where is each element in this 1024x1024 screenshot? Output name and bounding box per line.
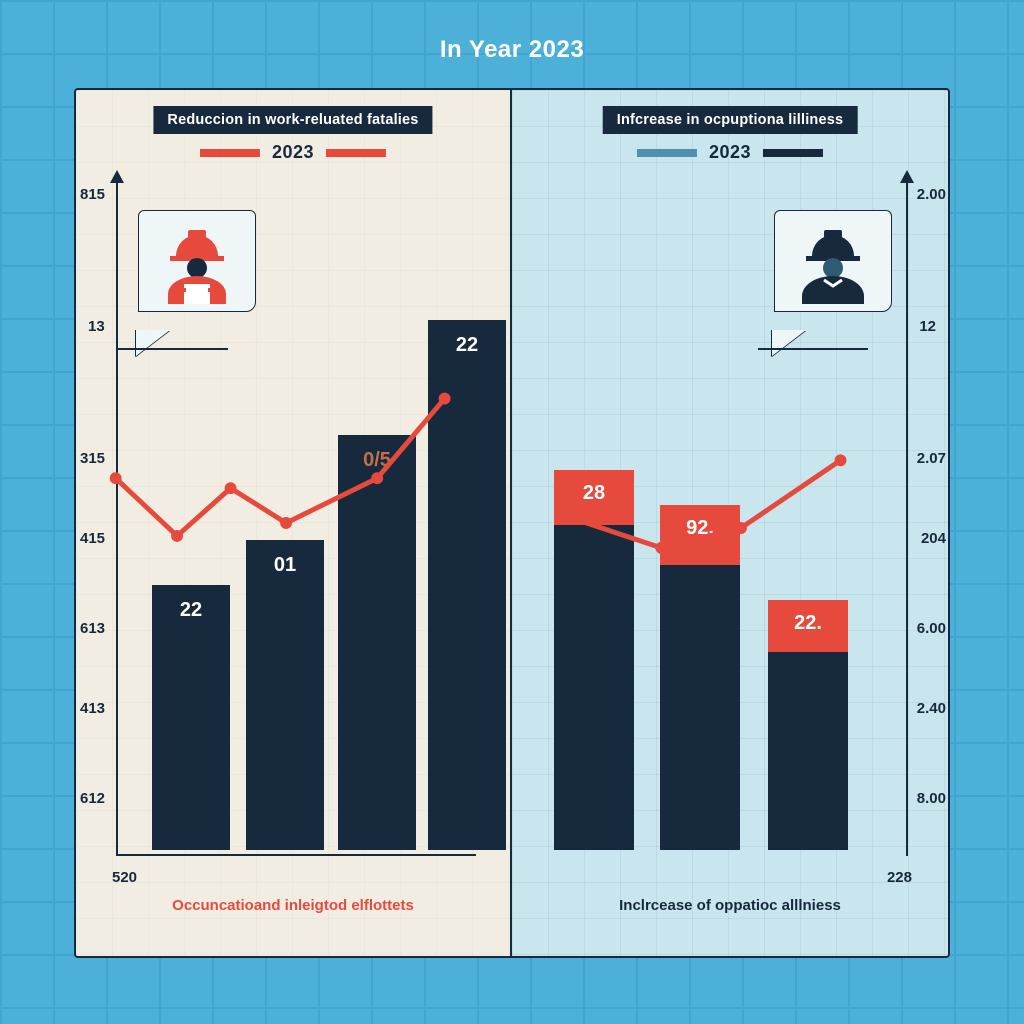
- ytick: 315: [80, 450, 105, 467]
- callout-pointer-right: [758, 348, 868, 350]
- ytick: 815: [80, 186, 105, 203]
- ytick: 204: [921, 530, 946, 547]
- callout-pointer-left: [118, 348, 228, 350]
- ytick: 13: [88, 318, 105, 335]
- worker-callout: [138, 210, 256, 338]
- bar: 0/5: [338, 435, 416, 850]
- ytick: 6.00: [917, 620, 946, 637]
- bar: 28: [554, 470, 634, 850]
- x-axis-left: [116, 854, 476, 856]
- ytick: 12: [919, 318, 936, 335]
- stage: In Year 2023 Reduccion in work-reluated …: [0, 0, 1024, 1024]
- bar: 22.: [768, 600, 848, 850]
- ytick: 415: [80, 530, 105, 547]
- left-x-start: 520: [112, 869, 137, 886]
- chart-card: Reduccion in work-reluated fatalies 2023…: [74, 88, 950, 958]
- right-caption: Inclrcease of oppatioc alllniess: [619, 897, 841, 914]
- y-axis-right: [906, 178, 908, 856]
- right-legend: 2023: [637, 142, 823, 163]
- y-axis-left: [116, 178, 118, 856]
- right-x-end: 228: [887, 869, 912, 886]
- manager-callout: [774, 210, 892, 338]
- legend-swatch-1: [637, 149, 697, 157]
- manager-icon: [790, 218, 876, 304]
- bar: 92.: [660, 505, 740, 850]
- bar: 22: [428, 320, 506, 850]
- y-axis-arrow-left: [110, 170, 124, 183]
- left-panel: Reduccion in work-reluated fatalies 2023…: [76, 90, 512, 956]
- legend-swatch-2: [326, 149, 386, 157]
- main-title: In Year 2023: [0, 36, 1024, 64]
- left-legend-year: 2023: [272, 142, 314, 163]
- bar: 22: [152, 585, 230, 850]
- y-axis-arrow-right: [900, 170, 914, 183]
- ytick: 2.07: [917, 450, 946, 467]
- right-panel: Infcrease in ocpuptiona lilliness 2023 2…: [512, 90, 948, 956]
- worker-icon: [154, 218, 240, 304]
- ytick: 612: [80, 790, 105, 807]
- left-legend: 2023: [200, 142, 386, 163]
- right-legend-year: 2023: [709, 142, 751, 163]
- legend-swatch-2: [763, 149, 823, 157]
- ytick: 413: [80, 700, 105, 717]
- left-header: Reduccion in work-reluated fatalies: [153, 106, 432, 134]
- ytick: 8.00: [917, 790, 946, 807]
- ytick: 2.00: [917, 186, 946, 203]
- legend-swatch-1: [200, 149, 260, 157]
- ytick: 613: [80, 620, 105, 637]
- left-caption: Occuncatioand inleigtod elflottets: [172, 897, 414, 914]
- right-header: Infcrease in ocpuptiona lilliness: [603, 106, 858, 134]
- ytick: 2.40: [917, 700, 946, 717]
- bar: 01: [246, 540, 324, 850]
